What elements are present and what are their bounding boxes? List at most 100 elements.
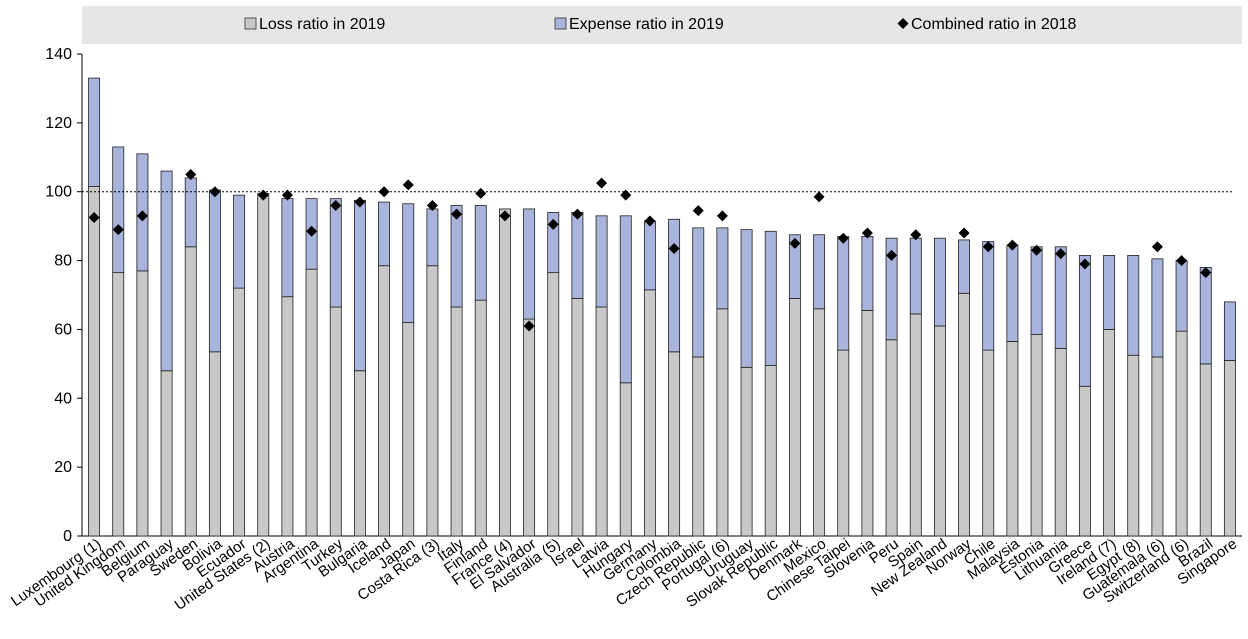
- bar-expense: [208, 189, 221, 353]
- combined-marker: [789, 237, 801, 249]
- combined-marker: [813, 191, 825, 203]
- bar-loss: [523, 318, 536, 537]
- bar-expense: [353, 199, 366, 372]
- y-tick-label: 80: [54, 253, 72, 270]
- bar-loss: [160, 370, 173, 537]
- combined-marker: [716, 210, 728, 222]
- bar-loss: [498, 208, 511, 537]
- combined-marker: [571, 208, 583, 220]
- bar-loss: [668, 351, 681, 537]
- bar-expense: [523, 208, 536, 320]
- combined-marker: [1055, 248, 1067, 260]
- bar-expense: [1175, 260, 1188, 332]
- bar-expense: [402, 203, 415, 323]
- bar-loss: [958, 292, 971, 537]
- bar-loss: [88, 186, 101, 537]
- bar-loss: [716, 308, 729, 537]
- bar-expense: [788, 234, 801, 299]
- combined-marker: [958, 227, 970, 239]
- bar-expense: [1006, 244, 1019, 342]
- bar-expense: [547, 211, 560, 274]
- combined-marker: [185, 169, 197, 180]
- combined-marker: [378, 186, 390, 198]
- bar-expense: [329, 198, 342, 308]
- legend-expense-label: Expense ratio in 2019: [569, 16, 724, 33]
- bar-loss: [184, 246, 197, 537]
- bar-expense: [982, 241, 995, 351]
- bar-loss: [1127, 354, 1140, 537]
- bar-expense: [861, 236, 874, 311]
- bar-expense: [378, 201, 391, 267]
- bar-loss: [692, 356, 705, 537]
- bar-expense: [813, 234, 826, 310]
- bar-loss: [353, 370, 366, 537]
- combined-marker: [112, 224, 124, 236]
- bar-loss: [1054, 347, 1067, 537]
- combined-marker: [886, 249, 898, 261]
- bar-expense: [1223, 301, 1236, 361]
- combined-marker: [644, 215, 656, 227]
- combined-marker: [330, 199, 342, 211]
- combined-marker: [861, 227, 873, 239]
- bar-expense: [450, 205, 463, 308]
- combined-marker: [306, 225, 318, 237]
- combined-marker: [209, 186, 221, 198]
- bar-loss: [474, 299, 487, 537]
- y-tick-label: 60: [54, 321, 72, 338]
- legend-loss-label: Loss ratio in 2019: [259, 16, 385, 33]
- bar-loss: [1223, 360, 1236, 537]
- combined-marker: [547, 218, 559, 230]
- y-tick-label: 20: [54, 459, 72, 476]
- bar-loss: [571, 298, 584, 537]
- combined-marker: [281, 189, 293, 201]
- bar-loss: [813, 308, 826, 537]
- bar-loss: [740, 366, 753, 537]
- bar-loss: [861, 310, 874, 537]
- combined-marker: [475, 187, 487, 199]
- bar-expense: [233, 194, 246, 289]
- legend-band: [82, 6, 1242, 44]
- bar-expense: [1054, 246, 1067, 349]
- bar-loss: [378, 265, 391, 537]
- combined-marker: [596, 177, 608, 189]
- bar-expense: [1103, 255, 1116, 330]
- bar-loss: [1103, 329, 1116, 537]
- bar-expense: [1030, 246, 1043, 335]
- bar-loss: [208, 351, 221, 537]
- bar-loss: [909, 313, 922, 537]
- bar-loss: [595, 306, 608, 537]
- legend-combined-label: Combined ratio in 2018: [911, 16, 1077, 33]
- bar-expense: [619, 215, 632, 384]
- bar-loss: [619, 382, 632, 537]
- bar-loss: [982, 349, 995, 537]
- bar-expense: [1199, 267, 1212, 365]
- bar-expense: [281, 198, 294, 298]
- bar-expense: [571, 211, 584, 299]
- bar-expense: [716, 227, 729, 310]
- bar-expense: [958, 239, 971, 294]
- bar-loss: [281, 296, 294, 537]
- combined-marker: [523, 320, 535, 332]
- bar-expense: [933, 237, 946, 327]
- bar-loss: [402, 322, 415, 537]
- bar-loss: [643, 289, 656, 537]
- bar-expense: [643, 220, 656, 291]
- legend-expense-swatch: [554, 17, 567, 30]
- combined-marker: [668, 243, 680, 255]
- bar-loss: [837, 349, 850, 537]
- combined-marker: [982, 241, 994, 253]
- bar-expense: [909, 237, 922, 315]
- combined-marker: [837, 232, 849, 244]
- bar-loss: [112, 272, 125, 537]
- bar-expense: [1078, 255, 1091, 387]
- combined-marker: [1176, 255, 1188, 267]
- legend: Loss ratio in 2019 Expense ratio in 2019…: [244, 16, 1077, 33]
- combined-marker: [1031, 244, 1043, 256]
- combined-marker: [451, 208, 463, 220]
- combined-marker: [1200, 267, 1212, 279]
- bar-loss: [1199, 363, 1212, 537]
- bar-loss: [788, 298, 801, 537]
- bar-loss: [1030, 334, 1043, 537]
- y-tick-label: 100: [45, 184, 72, 201]
